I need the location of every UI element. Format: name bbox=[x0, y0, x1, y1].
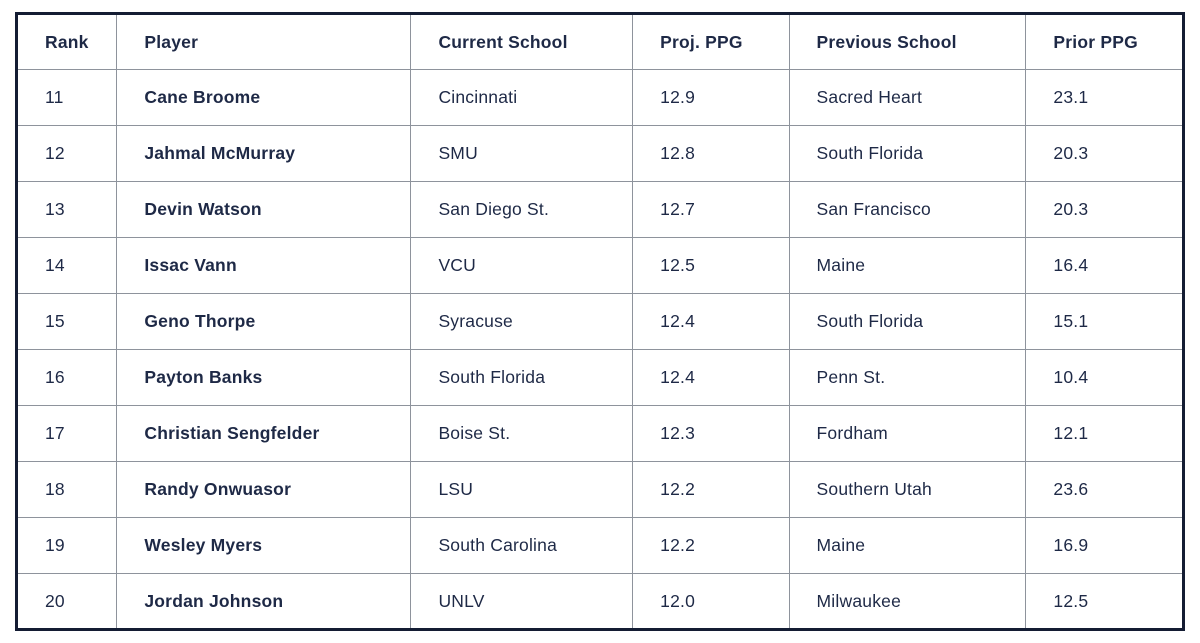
player-stats-table: Rank Player Current School Proj. PPG Pre… bbox=[15, 12, 1185, 631]
column-header-previous-school: Previous School bbox=[788, 13, 1027, 70]
table-row: 20 Jordan Johnson UNLV 12.0 Milwaukee 12.5 bbox=[15, 573, 1184, 630]
previous-school-cell: Maine bbox=[788, 517, 1027, 574]
player-cell: Devin Watson bbox=[116, 181, 412, 238]
rank-cell: 17 bbox=[15, 405, 118, 462]
rank-cell: 18 bbox=[15, 461, 118, 518]
rank-cell: 14 bbox=[15, 237, 118, 294]
table-row: 16 Payton Banks South Florida 12.4 Penn St. 1… bbox=[15, 349, 1184, 406]
proj-ppg-cell: 12.2 bbox=[632, 461, 790, 518]
previous-school-cell: South Florida bbox=[788, 125, 1027, 182]
rank-cell: 16 bbox=[15, 349, 118, 406]
player-cell: Christian Sengfelder bbox=[116, 405, 412, 462]
rank-cell: 13 bbox=[15, 181, 118, 238]
current-school-cell: Boise St. bbox=[410, 405, 634, 462]
previous-school-cell: Southern Utah bbox=[788, 461, 1027, 518]
prior-ppg-cell: 16.9 bbox=[1025, 517, 1184, 574]
current-school-cell: VCU bbox=[410, 237, 634, 294]
current-school-cell: SMU bbox=[410, 125, 634, 182]
player-cell: Jahmal McMurray bbox=[116, 125, 412, 182]
current-school-cell: Syracuse bbox=[410, 293, 634, 350]
current-school-cell: South Florida bbox=[410, 349, 634, 406]
proj-ppg-cell: 12.9 bbox=[632, 69, 790, 126]
table-row: 13 Devin Watson San Diego St. 12.7 San Franc… bbox=[15, 181, 1184, 238]
previous-school-cell: Milwaukee bbox=[788, 573, 1027, 630]
rank-cell: 15 bbox=[15, 293, 118, 350]
column-header-current-school: Current School bbox=[410, 13, 634, 70]
current-school-cell: South Carolina bbox=[410, 517, 634, 574]
prior-ppg-cell: 12.1 bbox=[1025, 405, 1184, 462]
column-header-rank: Rank bbox=[15, 13, 118, 70]
prior-ppg-cell: 15.1 bbox=[1025, 293, 1184, 350]
rank-cell: 11 bbox=[15, 69, 118, 126]
prior-ppg-cell: 10.4 bbox=[1025, 349, 1184, 406]
header-row: Rank Player Current School Proj. PPG Pre… bbox=[15, 13, 1184, 70]
player-cell: Geno Thorpe bbox=[116, 293, 412, 350]
table-body: 11 Cane Broome Cincinnati 12.9 Sacred Heart 2… bbox=[15, 69, 1184, 630]
table-row: 17 Christian Sengfelder Boise St. 12.3 Fordh… bbox=[15, 405, 1184, 462]
table-row: 12 Jahmal McMurray SMU 12.8 South Florida 20.… bbox=[15, 125, 1184, 182]
prior-ppg-cell: 23.6 bbox=[1025, 461, 1184, 518]
previous-school-cell: South Florida bbox=[788, 293, 1027, 350]
player-cell: Issac Vann bbox=[116, 237, 412, 294]
prior-ppg-cell: 20.3 bbox=[1025, 181, 1184, 238]
player-cell: Wesley Myers bbox=[116, 517, 412, 574]
current-school-cell: LSU bbox=[410, 461, 634, 518]
previous-school-cell: Penn St. bbox=[788, 349, 1027, 406]
previous-school-cell: San Francisco bbox=[788, 181, 1027, 238]
table-row: 18 Randy Onwuasor LSU 12.2 Southern Utah 23.6 bbox=[15, 461, 1184, 518]
table-row: 19 Wesley Myers South Carolina 12.2 Maine 16.… bbox=[15, 517, 1184, 574]
proj-ppg-cell: 12.4 bbox=[632, 293, 790, 350]
prior-ppg-cell: 23.1 bbox=[1025, 69, 1184, 126]
rank-cell: 12 bbox=[15, 125, 118, 182]
rank-cell: 19 bbox=[15, 517, 118, 574]
player-cell: Randy Onwuasor bbox=[116, 461, 412, 518]
player-cell: Jordan Johnson bbox=[116, 573, 412, 630]
current-school-cell: San Diego St. bbox=[410, 181, 634, 238]
proj-ppg-cell: 12.3 bbox=[632, 405, 790, 462]
current-school-cell: UNLV bbox=[410, 573, 634, 630]
previous-school-cell: Fordham bbox=[788, 405, 1027, 462]
table-row: 11 Cane Broome Cincinnati 12.9 Sacred Heart 2… bbox=[15, 69, 1184, 126]
column-header-proj-ppg: Proj. PPG bbox=[632, 13, 790, 70]
rank-cell: 20 bbox=[15, 573, 118, 630]
proj-ppg-cell: 12.4 bbox=[632, 349, 790, 406]
proj-ppg-cell: 12.2 bbox=[632, 517, 790, 574]
proj-ppg-cell: 12.0 bbox=[632, 573, 790, 630]
player-cell: Payton Banks bbox=[116, 349, 412, 406]
current-school-cell: Cincinnati bbox=[410, 69, 634, 126]
prior-ppg-cell: 20.3 bbox=[1025, 125, 1184, 182]
previous-school-cell: Maine bbox=[788, 237, 1027, 294]
player-cell: Cane Broome bbox=[116, 69, 412, 126]
column-header-player: Player bbox=[116, 13, 412, 70]
proj-ppg-cell: 12.5 bbox=[632, 237, 790, 294]
proj-ppg-cell: 12.7 bbox=[632, 181, 790, 238]
prior-ppg-cell: 16.4 bbox=[1025, 237, 1184, 294]
previous-school-cell: Sacred Heart bbox=[788, 69, 1027, 126]
prior-ppg-cell: 12.5 bbox=[1025, 573, 1184, 630]
table-row: 14 Issac Vann VCU 12.5 Maine 16.4 bbox=[15, 237, 1184, 294]
table-row: 15 Geno Thorpe Syracuse 12.4 South Florida 15… bbox=[15, 293, 1184, 350]
proj-ppg-cell: 12.8 bbox=[632, 125, 790, 182]
column-header-prior-ppg: Prior PPG bbox=[1025, 13, 1184, 70]
